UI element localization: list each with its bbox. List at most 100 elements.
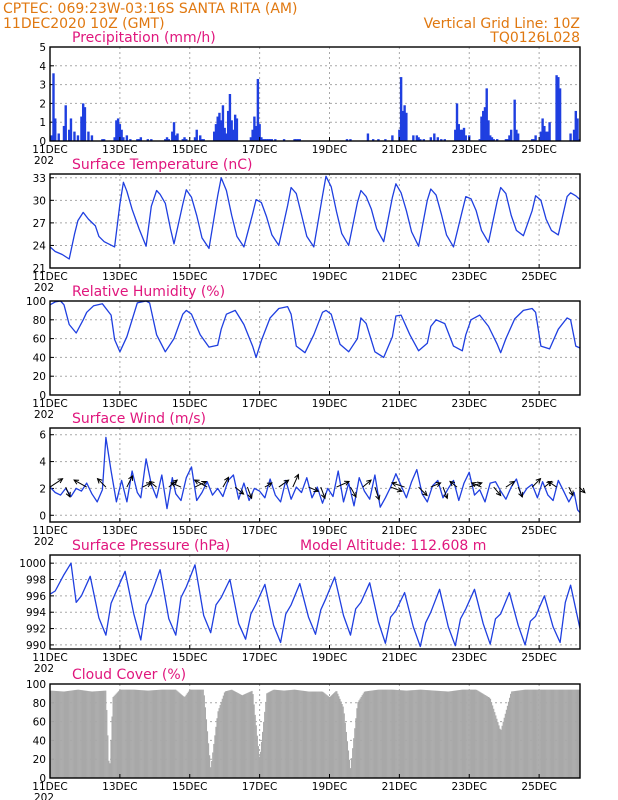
cloud-bar bbox=[270, 691, 272, 778]
cloud-bar bbox=[82, 690, 85, 778]
cloud-bar bbox=[545, 689, 547, 778]
cloud-bar bbox=[182, 695, 184, 778]
cloud-bar bbox=[308, 691, 310, 778]
precipitation-ytick: 3 bbox=[39, 80, 46, 92]
wind-vector bbox=[505, 481, 515, 488]
cloud-bar bbox=[142, 690, 144, 778]
cloud-bar bbox=[284, 690, 286, 778]
cloud-bar bbox=[144, 690, 146, 778]
cloud-bar bbox=[119, 689, 122, 778]
humidity-xtick: 17DEC bbox=[242, 398, 277, 410]
cloud-bar bbox=[504, 713, 506, 778]
cloud-bar bbox=[92, 691, 94, 778]
precipitation-xtick: 15DEC bbox=[172, 144, 207, 156]
cloud-bar bbox=[464, 689, 466, 778]
wind-vector bbox=[418, 486, 428, 496]
wind-vector bbox=[374, 486, 380, 500]
cloud-bar bbox=[169, 689, 171, 778]
cloud-bar bbox=[114, 694, 116, 778]
precip-bar bbox=[377, 139, 380, 141]
cloud-bar bbox=[343, 713, 345, 778]
cloud-bar bbox=[479, 691, 481, 778]
cloud-bar bbox=[573, 689, 575, 778]
cloud-bar bbox=[316, 691, 318, 778]
wind-vector bbox=[65, 486, 71, 498]
cloud-bar bbox=[357, 702, 359, 778]
cloud-bar bbox=[166, 689, 168, 778]
cloud-bar bbox=[170, 689, 173, 778]
cloud-bar bbox=[423, 689, 425, 778]
cloud-bar bbox=[68, 690, 70, 778]
pressure-xtick: 11DEC bbox=[32, 652, 67, 664]
cloud-bar bbox=[355, 718, 357, 778]
cloud-bar bbox=[465, 689, 467, 778]
precip-bar bbox=[478, 139, 481, 141]
wind-vector bbox=[517, 486, 523, 498]
cloud-bar bbox=[375, 689, 377, 778]
cloud-bar bbox=[374, 690, 376, 778]
cloud-bar bbox=[362, 693, 364, 778]
cloud-bar bbox=[327, 696, 329, 778]
cloud-bar bbox=[360, 696, 362, 778]
cloud-bar bbox=[293, 689, 296, 778]
cloud-bar bbox=[253, 704, 255, 778]
cloud-bar bbox=[501, 725, 503, 778]
precip-bar bbox=[165, 137, 169, 141]
wind-vector-head bbox=[535, 477, 542, 484]
precipitation-ytick: 2 bbox=[39, 98, 46, 110]
wind-frame bbox=[49, 427, 581, 523]
cloud-bar bbox=[529, 689, 531, 778]
precip-bar bbox=[226, 110, 230, 141]
precip-bar bbox=[490, 137, 494, 141]
cloud-bar bbox=[216, 718, 218, 778]
precip-bar bbox=[223, 127, 226, 141]
cloud-bar bbox=[444, 691, 446, 778]
cloud-bar bbox=[262, 731, 264, 778]
precip-bar bbox=[433, 133, 436, 141]
cloud-bar bbox=[281, 690, 283, 778]
cloud-bar bbox=[326, 695, 328, 778]
wind-vector-head bbox=[495, 490, 502, 497]
cloud-bar bbox=[445, 691, 447, 778]
cloud-bar bbox=[121, 689, 123, 778]
cloud-bar bbox=[280, 690, 282, 778]
precip-bar bbox=[249, 137, 253, 141]
cloud-bar bbox=[541, 689, 544, 778]
precip-bar bbox=[101, 139, 104, 141]
precip-bar bbox=[260, 137, 263, 141]
wind-vector bbox=[234, 486, 244, 495]
cloud-bar bbox=[94, 691, 96, 778]
cloud-bar bbox=[303, 690, 305, 778]
cloud-bar bbox=[521, 690, 523, 778]
precip-bar bbox=[405, 112, 408, 141]
temperature-line bbox=[49, 175, 581, 260]
cloud-bar bbox=[530, 689, 532, 778]
precip-bar bbox=[492, 139, 495, 141]
cloud-bar bbox=[569, 689, 571, 778]
cloud-bar bbox=[157, 689, 159, 778]
cloud-bar bbox=[339, 698, 341, 778]
humidity-panel: 0 20 40 60 80 100 11DEC 13DEC 15DEC 17DEC 19DEC 21D… bbox=[26, 284, 581, 421]
cloud-bar bbox=[315, 691, 317, 778]
wind-xtick: 13DEC bbox=[102, 525, 137, 537]
cloud-cover-ytick: 80 bbox=[33, 698, 46, 710]
precip-bar bbox=[516, 133, 520, 141]
wind-vector bbox=[471, 482, 482, 488]
cloud-bar bbox=[408, 690, 410, 778]
cloud-bar bbox=[221, 698, 223, 778]
cloud-bar bbox=[554, 689, 556, 778]
wind-xtick: 23DEC bbox=[452, 525, 487, 537]
wind-vector-head bbox=[313, 487, 320, 493]
cloud-bar bbox=[431, 690, 433, 778]
cloud-bar bbox=[255, 725, 257, 778]
cloud-bar bbox=[515, 690, 517, 778]
cloud-bar bbox=[116, 692, 118, 778]
wind-vector bbox=[449, 481, 458, 488]
wind-vector-head bbox=[283, 479, 290, 485]
precip-bar bbox=[251, 129, 254, 141]
precip-bar bbox=[455, 103, 459, 141]
cloud-bar bbox=[275, 689, 277, 778]
precip-bar bbox=[485, 88, 488, 141]
cloud-cover-ytick: 0 bbox=[39, 773, 46, 785]
cloud-bar bbox=[574, 689, 576, 778]
